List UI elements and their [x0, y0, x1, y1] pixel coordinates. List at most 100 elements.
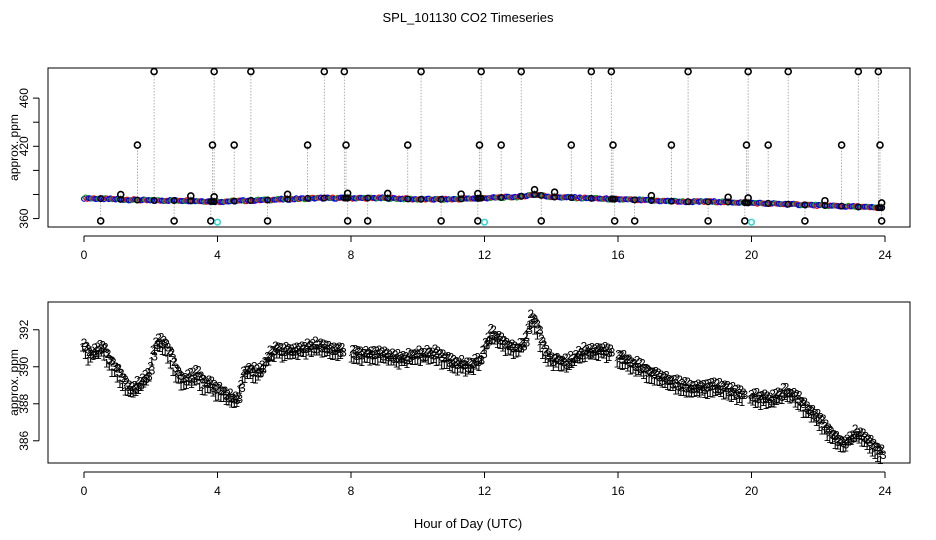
point-label-3: 3	[473, 355, 480, 369]
point-label-3: 3	[199, 372, 206, 386]
point-label-2: 2	[570, 351, 577, 365]
point-label-2: 2	[238, 377, 245, 391]
spike-point	[744, 194, 752, 202]
point-label-2: 2	[304, 336, 311, 350]
point-label-2: 2	[703, 377, 710, 391]
spike-base-point	[611, 195, 619, 203]
point-label-1: 1	[810, 411, 817, 425]
point-label-1: 1	[691, 386, 698, 400]
spike-base-point	[170, 197, 178, 204]
point-label-2: 2	[222, 384, 229, 398]
point-label-2: 2	[873, 440, 880, 454]
point-label-2: 2	[152, 335, 159, 349]
point-label-2: 2	[235, 390, 242, 404]
point-label-1: 1	[563, 361, 570, 375]
spike-base-point	[247, 197, 255, 204]
point-label-3: 3	[242, 366, 249, 380]
point-label-1: 1	[263, 355, 270, 369]
point-label-3: 3	[561, 356, 568, 370]
point-label-1: 1	[638, 366, 645, 380]
spike-point	[477, 67, 485, 76]
point-label-3: 3	[813, 410, 820, 424]
point-label-3: 3	[776, 389, 783, 403]
point-label-2: 2	[809, 402, 816, 416]
point-label-3: 3	[545, 348, 552, 362]
spike-base-point	[497, 194, 505, 201]
point-label-2: 2	[397, 349, 404, 363]
spike-point	[567, 141, 576, 149]
point-label-3: 3	[859, 429, 866, 443]
point-label-3: 3	[290, 345, 297, 359]
point-label-1: 1	[802, 406, 809, 420]
spike-point	[784, 67, 793, 76]
point-label-1: 1	[188, 377, 195, 391]
point-label-2: 2	[208, 374, 215, 388]
point-label-1: 1	[872, 448, 879, 462]
point-label-1: 1	[348, 352, 355, 366]
point-label-2: 2	[652, 364, 659, 378]
point-label-2: 2	[280, 341, 287, 355]
point-label-3: 3	[223, 389, 230, 403]
point-label-1: 1	[87, 352, 94, 366]
point-label-3: 3	[385, 350, 392, 364]
point-label-3: 3	[648, 365, 655, 379]
point-label-2: 2	[841, 434, 848, 448]
spike-base-point	[854, 203, 862, 211]
point-label-2: 2	[83, 339, 90, 353]
point-label-3: 3	[486, 335, 493, 349]
point-label-3: 3	[715, 382, 722, 396]
point-label-3: 3	[189, 372, 196, 386]
point-label-1: 1	[590, 348, 597, 362]
point-label-2: 2	[144, 365, 151, 379]
point-label-3: 3	[146, 369, 153, 383]
point-label-2: 2	[785, 385, 792, 399]
point-label-1: 1	[199, 384, 206, 398]
point-label-1: 1	[175, 372, 182, 386]
point-label-3: 3	[250, 366, 257, 380]
point-label-2: 2	[735, 382, 742, 396]
point-label-1: 1	[143, 375, 150, 389]
point-label-1: 1	[404, 357, 411, 371]
point-label-3: 3	[603, 344, 610, 358]
point-label-2: 2	[705, 377, 712, 391]
spike-base-point	[384, 194, 392, 202]
point-label-1: 1	[715, 384, 722, 398]
point-label-3: 3	[824, 422, 831, 436]
point-label-2: 2	[751, 386, 758, 400]
point-label-2: 2	[671, 373, 678, 387]
point-label-1: 1	[856, 432, 863, 446]
point-label-1: 1	[768, 396, 775, 410]
point-label-1: 1	[760, 395, 767, 409]
spike-point	[647, 191, 656, 200]
point-label-3: 3	[236, 392, 243, 406]
point-label-2: 2	[862, 429, 869, 443]
point-label-1: 1	[201, 385, 208, 399]
spike-base-point	[838, 202, 846, 210]
point-label-1: 1	[770, 397, 777, 411]
point-label-3: 3	[186, 371, 193, 385]
point-label-2: 2	[493, 329, 500, 343]
point-label-2: 2	[349, 343, 356, 357]
point-label-3: 3	[712, 383, 719, 397]
point-label-1: 1	[467, 362, 474, 376]
spike-point	[607, 67, 616, 76]
point-label-2: 2	[309, 336, 316, 350]
point-label-3: 3	[266, 351, 273, 365]
x-tick-label: 12	[478, 484, 492, 498]
point-label-2: 2	[687, 378, 694, 392]
point-label-3: 3	[234, 393, 241, 407]
point-label-1: 1	[140, 377, 147, 391]
spike-point	[610, 217, 619, 225]
point-label-3: 3	[811, 409, 818, 423]
spike-point	[133, 141, 142, 149]
spike-point	[343, 189, 352, 198]
point-label-3: 3	[313, 342, 320, 356]
point-label-2: 2	[628, 355, 635, 369]
point-label-3: 3	[430, 349, 437, 363]
point-label-1: 1	[622, 358, 629, 372]
point-label-3: 3	[694, 381, 701, 395]
point-label-2: 2	[121, 371, 128, 385]
point-label-2: 2	[690, 378, 697, 392]
point-label-2: 2	[232, 389, 239, 403]
point-label-3: 3	[226, 392, 233, 406]
